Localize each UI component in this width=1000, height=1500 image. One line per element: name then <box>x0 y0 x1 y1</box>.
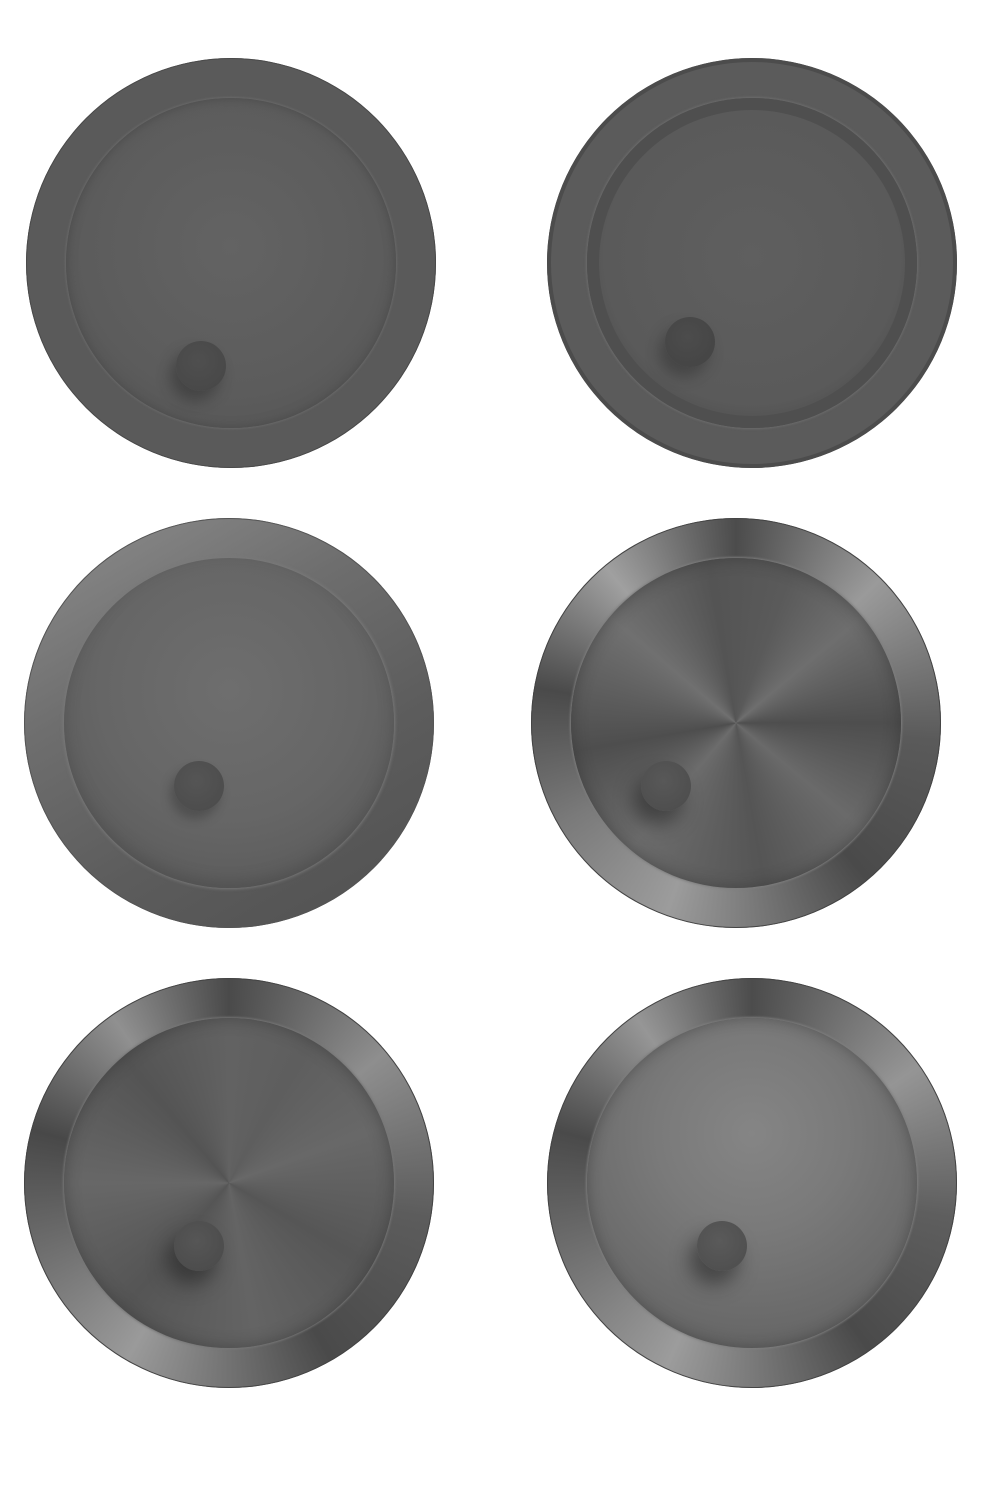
rotary-knob-brushed-metal[interactable] <box>531 518 941 928</box>
rotary-knob-brushed-rim-light-dial[interactable] <box>547 978 957 1388</box>
knob-indicator-dot <box>174 761 224 811</box>
rotary-knob-bevelled[interactable] <box>24 518 434 928</box>
knob-indicator-dot <box>641 761 691 811</box>
rotary-knob-flat[interactable] <box>26 58 436 468</box>
rotary-knob-brushed-metal-soft[interactable] <box>24 978 434 1388</box>
knob-indicator-dot <box>665 317 715 367</box>
knob-indicator-dot <box>697 1221 747 1271</box>
knob-dial[interactable] <box>587 1018 917 1348</box>
knob-dial[interactable] <box>571 558 901 888</box>
knob-indicator-dot <box>176 341 226 391</box>
knob-dial[interactable] <box>587 98 917 428</box>
rotary-knob-recessed[interactable] <box>547 58 957 468</box>
knob-dial[interactable] <box>64 558 394 888</box>
knob-indicator-dot <box>174 1221 224 1271</box>
knob-dial[interactable] <box>64 1018 394 1348</box>
knob-dial[interactable] <box>66 98 396 428</box>
